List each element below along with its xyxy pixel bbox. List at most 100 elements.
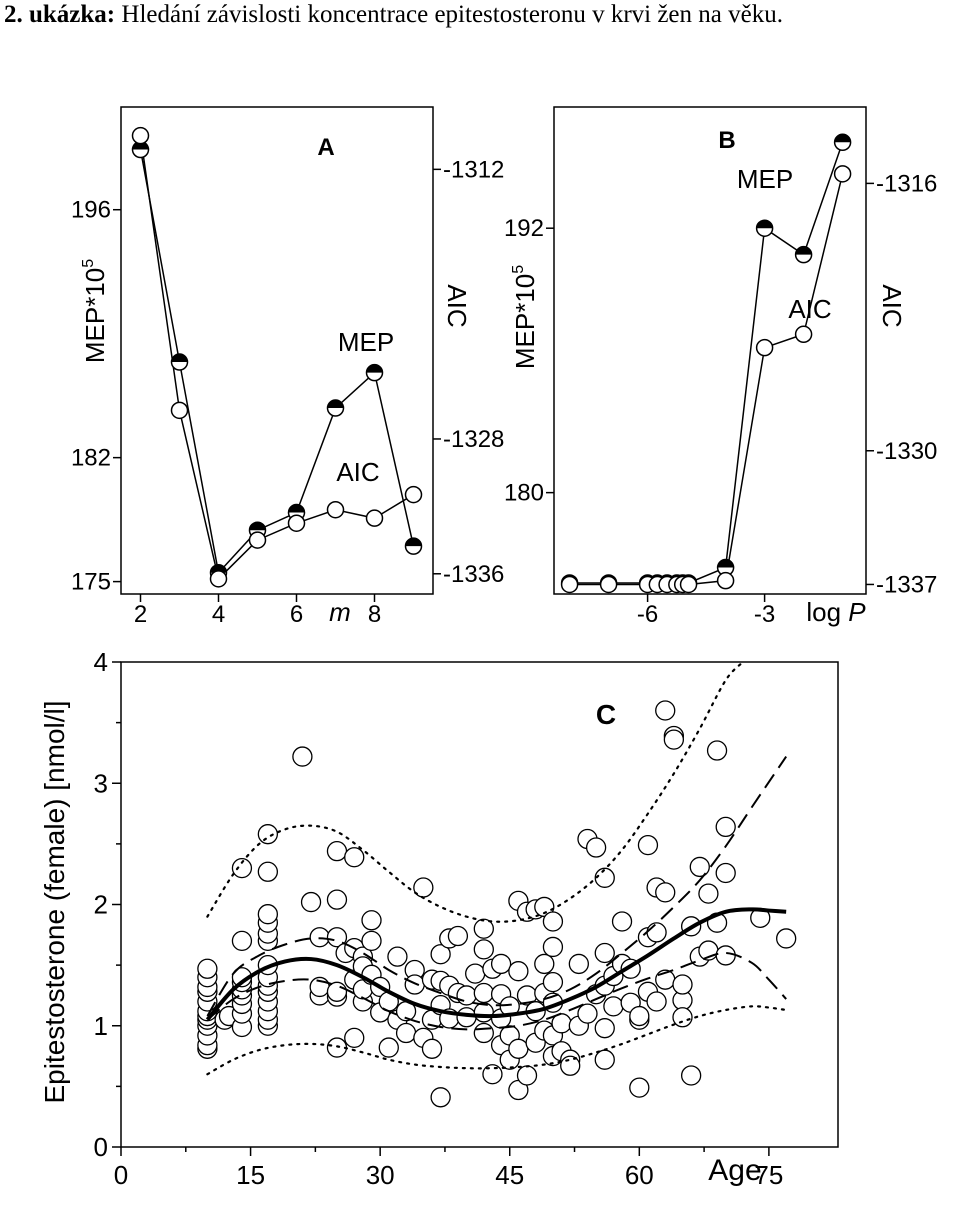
y-tick-label: 1 [94, 1011, 108, 1041]
mep-point-fill [834, 134, 851, 143]
y2-tick-label: -1328 [443, 426, 504, 453]
panel-title: A [317, 134, 334, 161]
mep-point [794, 245, 813, 264]
data-point [257, 861, 279, 882]
aic-point [560, 575, 579, 594]
plot-frame [120, 106, 434, 595]
mep-point-fill [288, 504, 305, 513]
y-axis-label-exponent: 5 [510, 265, 527, 274]
mep-point-fill [405, 538, 422, 547]
data-point [344, 1027, 365, 1049]
x-tick-label: 75 [754, 1160, 783, 1190]
aic-point [679, 575, 698, 594]
aic-point [755, 338, 774, 357]
data-point [465, 963, 486, 984]
data-point [715, 816, 736, 838]
data-point [300, 891, 322, 913]
data-point [257, 824, 279, 845]
data-point [603, 996, 624, 1017]
data-point [594, 942, 615, 964]
data-point [698, 883, 719, 904]
series-label-mep: MEP [338, 327, 394, 357]
x-tick-label: -6 [637, 601, 658, 628]
y-tick-label: 0 [94, 1132, 108, 1162]
x-axis-label: Age [708, 1154, 761, 1187]
data-point [473, 1022, 494, 1044]
mep-point-fill [717, 559, 734, 568]
data-point [361, 930, 382, 952]
data-point [655, 882, 676, 903]
aic-point [833, 165, 852, 183]
panel-c: 0 15 30 45 60 75 0 1 2 3 4 C Age Epitestosterone (fem… [39, 647, 839, 1190]
data-point [395, 1022, 417, 1044]
lower-confidence-band [206, 951, 787, 1031]
mep-point [833, 133, 852, 152]
y-tick-label: 180 [504, 480, 544, 507]
aic-point [365, 509, 384, 527]
lower-prediction-band [206, 1005, 788, 1076]
data-point [231, 930, 253, 952]
data-point [594, 1049, 615, 1070]
data-point [629, 1077, 650, 1098]
data-point [672, 974, 693, 995]
title-text: Hledání závislosti koncentrace epitestos… [121, 1, 783, 28]
data-point [534, 953, 555, 975]
x-axis-label: m [329, 597, 351, 627]
data-point [594, 867, 615, 888]
mep-point-fill [249, 522, 266, 531]
plot-frame [120, 661, 839, 1148]
y-axis-label-exponent: 5 [80, 259, 97, 268]
y2-tick-label: -1312 [443, 156, 504, 183]
x-axis-label-variable: m [329, 597, 351, 627]
data-point [646, 991, 667, 1012]
data-point [231, 857, 253, 879]
data-point [594, 1018, 615, 1039]
mep-line [139, 149, 415, 575]
x-tick-label: 30 [366, 1160, 395, 1190]
data-point [680, 1065, 702, 1086]
mep-point [404, 537, 423, 555]
data-point [326, 927, 348, 948]
data-point [292, 746, 313, 767]
data-point [776, 928, 797, 949]
data-point [326, 841, 348, 862]
x-tick-label: 8 [368, 601, 381, 628]
y2-tick-label: -1337 [876, 571, 937, 598]
series-label-mep: MEP [737, 164, 793, 194]
x-tick-label: 45 [495, 1160, 524, 1190]
data-point [715, 862, 736, 884]
aic-point [404, 485, 423, 504]
y-tick-label: 3 [94, 768, 108, 798]
data-point [344, 847, 365, 868]
data-point [404, 974, 425, 995]
mep-point-fill [327, 400, 344, 409]
aic-point [326, 500, 345, 519]
y2-axis-label: AIC [877, 284, 907, 327]
y-tick-label: 182 [71, 445, 111, 472]
y-tick-label: 192 [504, 215, 544, 242]
data-point [197, 958, 218, 979]
data-point [430, 1087, 451, 1108]
aic-point [248, 531, 267, 549]
mep-line [569, 142, 844, 584]
data-point [326, 889, 348, 910]
data-point [568, 953, 589, 975]
data-point [326, 981, 348, 1002]
mep-point-fill [210, 564, 227, 573]
data-point [542, 971, 564, 993]
mep-point-fill [171, 354, 188, 363]
x-axis-label: log P [806, 597, 866, 627]
y-axis-label: MEP*105 [510, 265, 540, 369]
data-point [430, 944, 451, 965]
y2-tick-label: -1330 [876, 438, 937, 465]
mep-point [170, 353, 189, 371]
data-point [542, 911, 564, 932]
data-point [309, 927, 330, 948]
mep-point [755, 219, 774, 237]
page-title: 2. ukázka: Hledání závislosti koncentrac… [4, 0, 954, 30]
x-tick-label: 4 [212, 601, 225, 628]
y2-axis-label: AIC [442, 284, 472, 327]
panel-a: 2 4 6 8 175 182 196 -1312 -1328 -1336 A MEP*105 AIC m… [71, 106, 504, 628]
data-point [473, 1002, 494, 1023]
data-point [611, 911, 633, 932]
